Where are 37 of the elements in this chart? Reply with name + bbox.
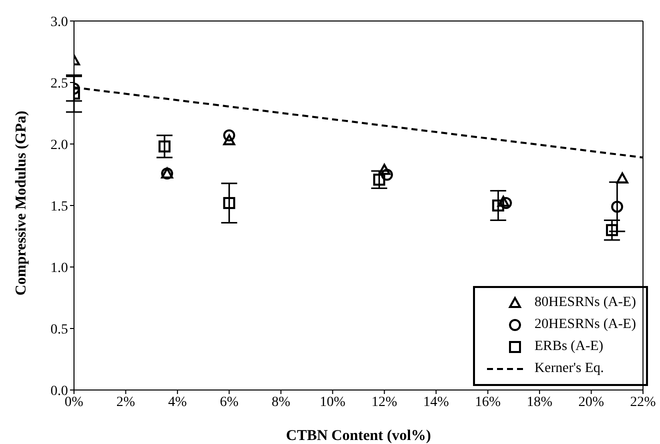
point — [500, 197, 512, 210]
x-tick-label: 22% — [630, 394, 656, 410]
point — [158, 140, 171, 152]
x-tick-label: 12% — [372, 394, 398, 410]
point — [606, 224, 618, 236]
x-tick-label: 14% — [423, 394, 450, 410]
y-tick-label: 1.5 — [50, 199, 68, 214]
y-tick-label: 2.5 — [50, 76, 68, 92]
point — [492, 200, 504, 212]
x-axis-title: CTBN Content (vol%) — [286, 428, 431, 444]
point — [611, 200, 624, 213]
y-tick-label: 1.0 — [50, 260, 68, 276]
x-tick-label: 16% — [474, 394, 501, 410]
x-tick-label: 20% — [578, 394, 604, 410]
x-tick-label: 18% — [526, 394, 553, 410]
legend-label: 20HESRNs (A-E) — [534, 317, 636, 333]
y-tick-label: 2.0 — [50, 138, 68, 153]
legend-label: ERBs (A-E) — [534, 339, 604, 355]
legend-label: 80HESRNs (A-E) — [534, 295, 636, 311]
point — [223, 197, 236, 210]
x-tick-label: 8% — [272, 394, 291, 410]
point — [373, 174, 386, 186]
y-tick-label: 3.0 — [50, 14, 68, 30]
x-tick-label: 2% — [116, 394, 136, 410]
point — [380, 168, 393, 181]
point — [223, 129, 236, 142]
x-tick-label: 6% — [220, 394, 239, 410]
legend-label: Kerner's Eq. — [534, 361, 604, 377]
point — [616, 172, 628, 184]
y-axis-title: Compressive Modulus (GPa) — [13, 110, 30, 296]
y-tick-label: 0.5 — [50, 322, 68, 338]
point — [497, 196, 510, 207]
x-tick-label: 4% — [168, 394, 188, 410]
x-tick-label: 0% — [64, 394, 84, 410]
point — [378, 164, 390, 175]
x-tick-label: 10% — [320, 394, 346, 410]
point — [223, 134, 236, 146]
